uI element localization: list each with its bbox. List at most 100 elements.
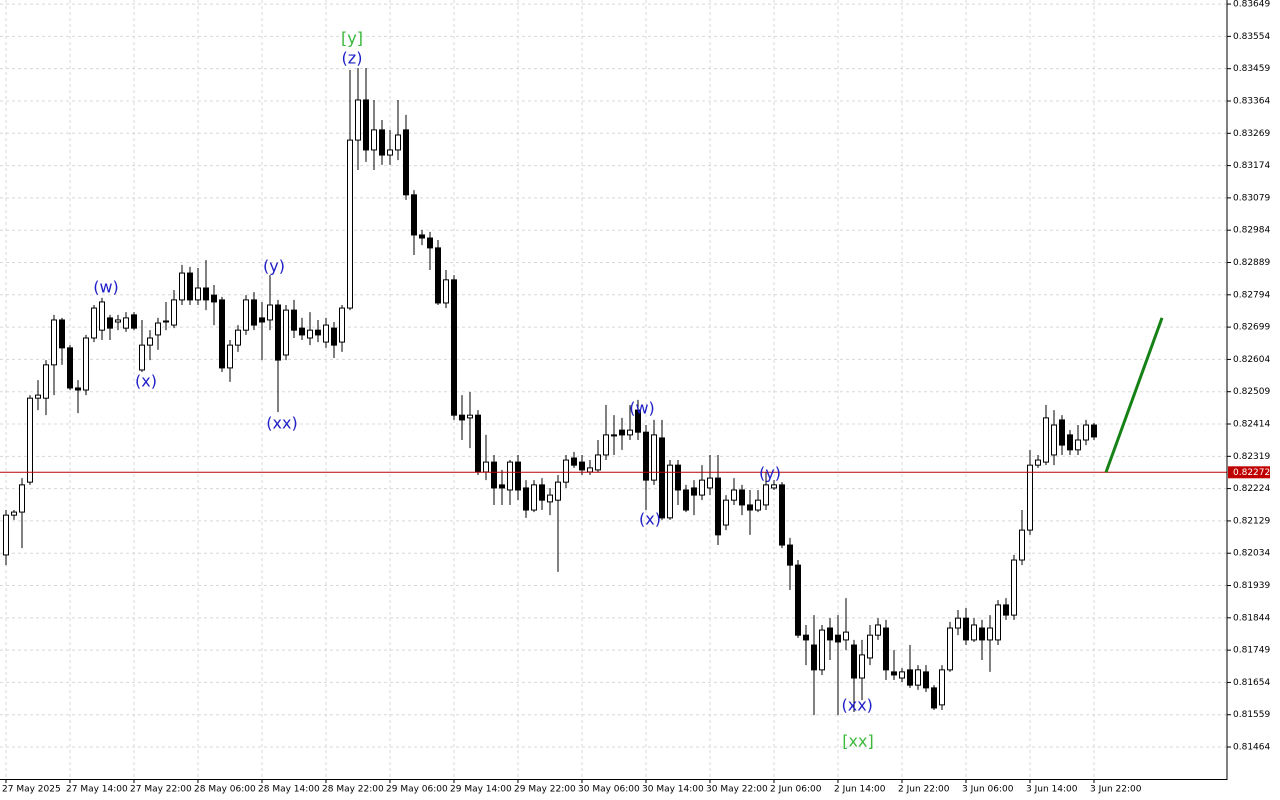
candle-body: [1051, 424, 1057, 456]
y-tick-label: 0.83174: [1233, 161, 1270, 171]
candle-body: [147, 337, 153, 346]
y-tick-label: 0.83554: [1233, 32, 1270, 42]
candle-body: [1091, 424, 1097, 438]
candle-body: [171, 299, 177, 326]
candle-body: [795, 564, 801, 636]
candle-body: [547, 494, 553, 503]
y-tick-label: 0.82224: [1233, 484, 1270, 494]
candle-body: [187, 272, 193, 301]
y-tick-label: 0.81939: [1233, 581, 1270, 591]
candle-body: [675, 464, 681, 491]
candle-body: [1035, 459, 1041, 466]
y-tick-label: 0.83649: [1233, 0, 1270, 10]
y-tick-label: 0.82794: [1233, 290, 1270, 300]
candle-body: [419, 234, 425, 239]
y-tick-label: 0.81559: [1233, 710, 1270, 720]
candle-body: [971, 624, 977, 641]
candle-body: [539, 484, 545, 501]
candle-body: [475, 414, 481, 473]
candle-body: [899, 671, 905, 679]
wave-label: (x): [135, 372, 157, 391]
x-tick-label: 3 Jun 22:00: [1090, 785, 1142, 795]
y-tick-label: 0.82604: [1233, 355, 1270, 365]
y-tick-label: 0.81654: [1233, 678, 1270, 688]
candle-body: [603, 434, 609, 456]
candle-body: [843, 631, 849, 641]
y-tick-label: 0.83079: [1233, 193, 1270, 203]
candle-body: [43, 364, 49, 399]
candle-body: [691, 487, 697, 496]
candle-body: [155, 322, 161, 336]
forecast-line: [1104, 317, 1164, 473]
candle-body: [283, 309, 289, 356]
candle-body: [139, 344, 145, 371]
candle-body: [483, 461, 489, 473]
candle-body: [819, 629, 825, 671]
candle-body: [275, 304, 281, 361]
y-tick-label: 0.81844: [1233, 613, 1270, 623]
wave-label: (w): [629, 399, 655, 418]
candle-body: [451, 279, 457, 416]
x-tick-label: 28 May 22:00: [322, 785, 384, 795]
candle-body: [299, 327, 305, 336]
x-tick-label: 30 May 06:00: [578, 785, 640, 795]
candle-body: [99, 301, 105, 331]
candle-body: [179, 272, 185, 301]
y-tick-label: 0.82414: [1233, 420, 1270, 430]
y-tick-label: 0.83269: [1233, 129, 1270, 139]
candle-body: [731, 489, 737, 501]
candle-body: [251, 299, 257, 326]
candle-body: [195, 287, 201, 301]
candle-body: [267, 304, 273, 321]
y-tick-label: 0.82509: [1233, 387, 1270, 397]
candle-body: [227, 344, 233, 369]
candle-body: [51, 319, 57, 366]
candle-body: [611, 434, 617, 437]
candle-body: [1027, 464, 1033, 531]
candle-body: [499, 484, 505, 489]
y-tick-label: 0.83364: [1233, 96, 1270, 106]
candle-body: [683, 489, 689, 511]
candle-body: [347, 139, 353, 309]
y-tick-label: 0.82034: [1233, 549, 1270, 559]
candle-body: [427, 237, 433, 249]
x-tick-label: 27 May 22:00: [130, 785, 192, 795]
candle-body: [1059, 419, 1065, 446]
candle-body: [83, 337, 89, 391]
candle-body: [635, 409, 641, 433]
candle-body: [651, 434, 657, 481]
candle-body: [867, 634, 873, 659]
candle-body: [19, 484, 25, 513]
candle-body: [955, 617, 961, 629]
x-tick-label: 27 May 14:00: [66, 785, 128, 795]
candle-body: [915, 669, 921, 686]
candle-body: [659, 437, 665, 519]
x-tick-label: 30 May 22:00: [706, 785, 768, 795]
y-tick-label: 0.81464: [1233, 743, 1270, 753]
candle-body: [531, 484, 537, 511]
wave-label: (y): [759, 463, 781, 482]
candle-body: [699, 479, 705, 496]
candle-body: [707, 477, 713, 489]
wave-label: (w): [93, 278, 119, 297]
candle-body: [827, 627, 833, 641]
candle-body: [291, 309, 297, 331]
candle-body: [739, 489, 745, 506]
candle-body: [987, 627, 993, 641]
wave-label: [xx]: [842, 731, 873, 750]
candle-body: [435, 247, 441, 304]
candle-body: [459, 414, 465, 421]
candle-body: [963, 617, 969, 641]
wave-label: (xx): [841, 695, 872, 714]
candle-body: [875, 624, 881, 636]
candle-body: [563, 459, 569, 483]
y-tick-label: 0.82129: [1233, 516, 1270, 526]
candle-body: [1067, 434, 1073, 451]
candle-body: [403, 129, 409, 196]
candle-body: [307, 329, 313, 339]
wave-label: (x): [639, 509, 661, 528]
candle-body: [851, 644, 857, 679]
candle-body: [507, 461, 513, 491]
